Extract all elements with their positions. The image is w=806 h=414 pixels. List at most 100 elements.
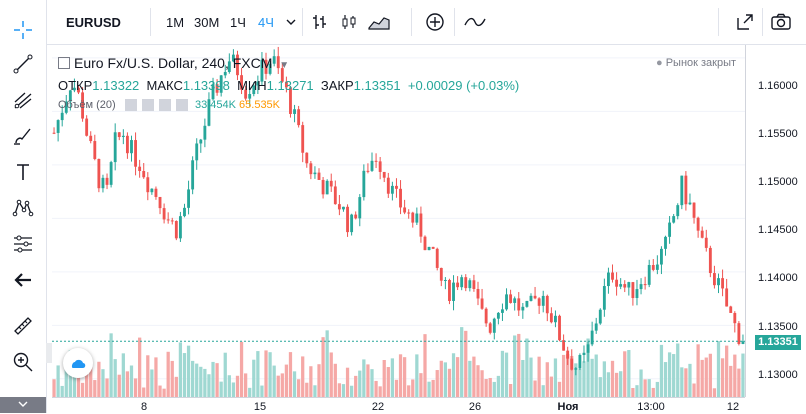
more-icon[interactable] [175,99,188,112]
timeframe-4h[interactable]: 4Ч [258,15,274,30]
bar-style-icon[interactable] [308,10,332,34]
price-tick: 1.13000 [758,369,798,381]
candle-body [545,295,549,314]
volume-bar [191,360,195,397]
candle-body [64,101,68,113]
price-chart[interactable] [52,45,745,397]
candle-body [660,248,663,265]
candle-body [56,120,60,133]
pattern-icon[interactable] [7,194,39,222]
volume-bar [696,344,700,397]
volume-bar [386,367,390,397]
volume-bar [700,359,704,397]
ohlc-legend: ОТКР1.13322 МАКС1.13398 МИН1.13271 ЗАКР1… [58,78,520,93]
volume-bar [435,370,439,397]
zoom-icon[interactable] [7,348,39,376]
candle-body [639,284,643,290]
candle-body [101,177,105,189]
settings-icon[interactable] [141,99,154,112]
crosshair-icon[interactable] [7,16,39,44]
volume-bar [725,345,729,397]
collapse-legend-icon[interactable] [58,57,70,70]
candle-body [162,208,166,220]
back-arrow-icon[interactable] [7,266,39,294]
top-toolbar: EURUSD 1М 30М 1Ч 4Ч [0,0,806,45]
volume-bar [195,363,199,397]
time-tick: 22 [371,401,385,413]
candle-body [313,172,317,175]
candle-body [456,282,460,288]
camera-icon[interactable] [769,10,793,34]
candle-style-icon[interactable] [337,10,361,34]
candle-body [240,75,243,90]
candle-body [89,135,93,142]
volume-bar [614,372,619,397]
chevron-down-icon[interactable]: ▼ [279,60,290,71]
cloud-logo-icon[interactable] [63,348,93,378]
pitchfork-icon[interactable] [7,86,39,114]
eye-icon[interactable] [124,99,137,112]
volume-bar [374,380,378,397]
volume-bar [398,354,403,397]
time-axis[interactable]: 8 15 22 26 Ноя 13:00 12 [52,397,745,414]
fullscreen-icon[interactable] [733,10,757,34]
candle-body [558,315,561,341]
candle-body [121,135,125,138]
add-compare-icon[interactable] [423,10,447,34]
candle-body [525,300,529,307]
candle-body [643,284,647,286]
candle-body [443,279,447,281]
volume-bar [517,333,521,397]
candle-body [309,163,313,175]
candle-body [399,188,402,208]
time-tick: Ноя [557,401,579,413]
candle-body [231,54,235,62]
indicators-icon[interactable] [463,10,487,34]
volume-bar [121,353,125,397]
volume-bar [427,381,431,397]
volume-bar [513,335,517,397]
volume-bar [566,354,570,397]
measure-icon[interactable] [7,230,39,258]
volume-bar [480,370,484,397]
candle-body [268,63,272,74]
symbol-search[interactable]: EURUSD [66,15,121,30]
volume-bar [329,352,333,397]
candle-body [570,358,574,370]
timeframe-1h[interactable]: 1Ч [230,15,246,30]
brush-icon[interactable] [7,122,39,150]
candle-body [578,354,582,369]
candle-body [77,87,80,93]
time-tick: 12 [726,401,740,413]
resize-handle[interactable] [46,343,52,363]
volume-bar [321,337,325,397]
divider [762,8,763,36]
timeframe-1m[interactable]: 1М [166,15,185,30]
chevron-down-icon[interactable] [279,10,303,34]
volume-bar [227,375,231,397]
volume-bar [627,350,631,397]
volume-bar [60,385,64,397]
close-icon[interactable] [158,99,171,112]
volume-bar [590,358,594,397]
volume-bar [639,369,643,397]
trend-line-icon[interactable] [7,50,39,78]
ruler-icon[interactable] [7,312,39,340]
timeframe-30m[interactable]: 30М [194,15,220,30]
volume-bar [370,369,374,397]
volume-bar [72,372,77,397]
volume-bar [672,354,676,397]
volume-bar [244,373,248,397]
text-icon[interactable] [7,158,39,186]
volume-bar [602,361,606,397]
candle-body [260,59,264,82]
candle-body [549,313,553,323]
area-style-icon[interactable] [367,10,391,34]
price-tick: 1.14000 [758,272,798,284]
divider [411,8,412,36]
candle-body [496,312,500,319]
chart-title[interactable]: Euro Fx/U.S. Dollar, 240, FXCM ▼ [58,55,289,71]
collapse-toolbar-button[interactable] [0,397,46,413]
candle-body [492,318,496,333]
last-price-label: 1.13351 [755,335,801,350]
